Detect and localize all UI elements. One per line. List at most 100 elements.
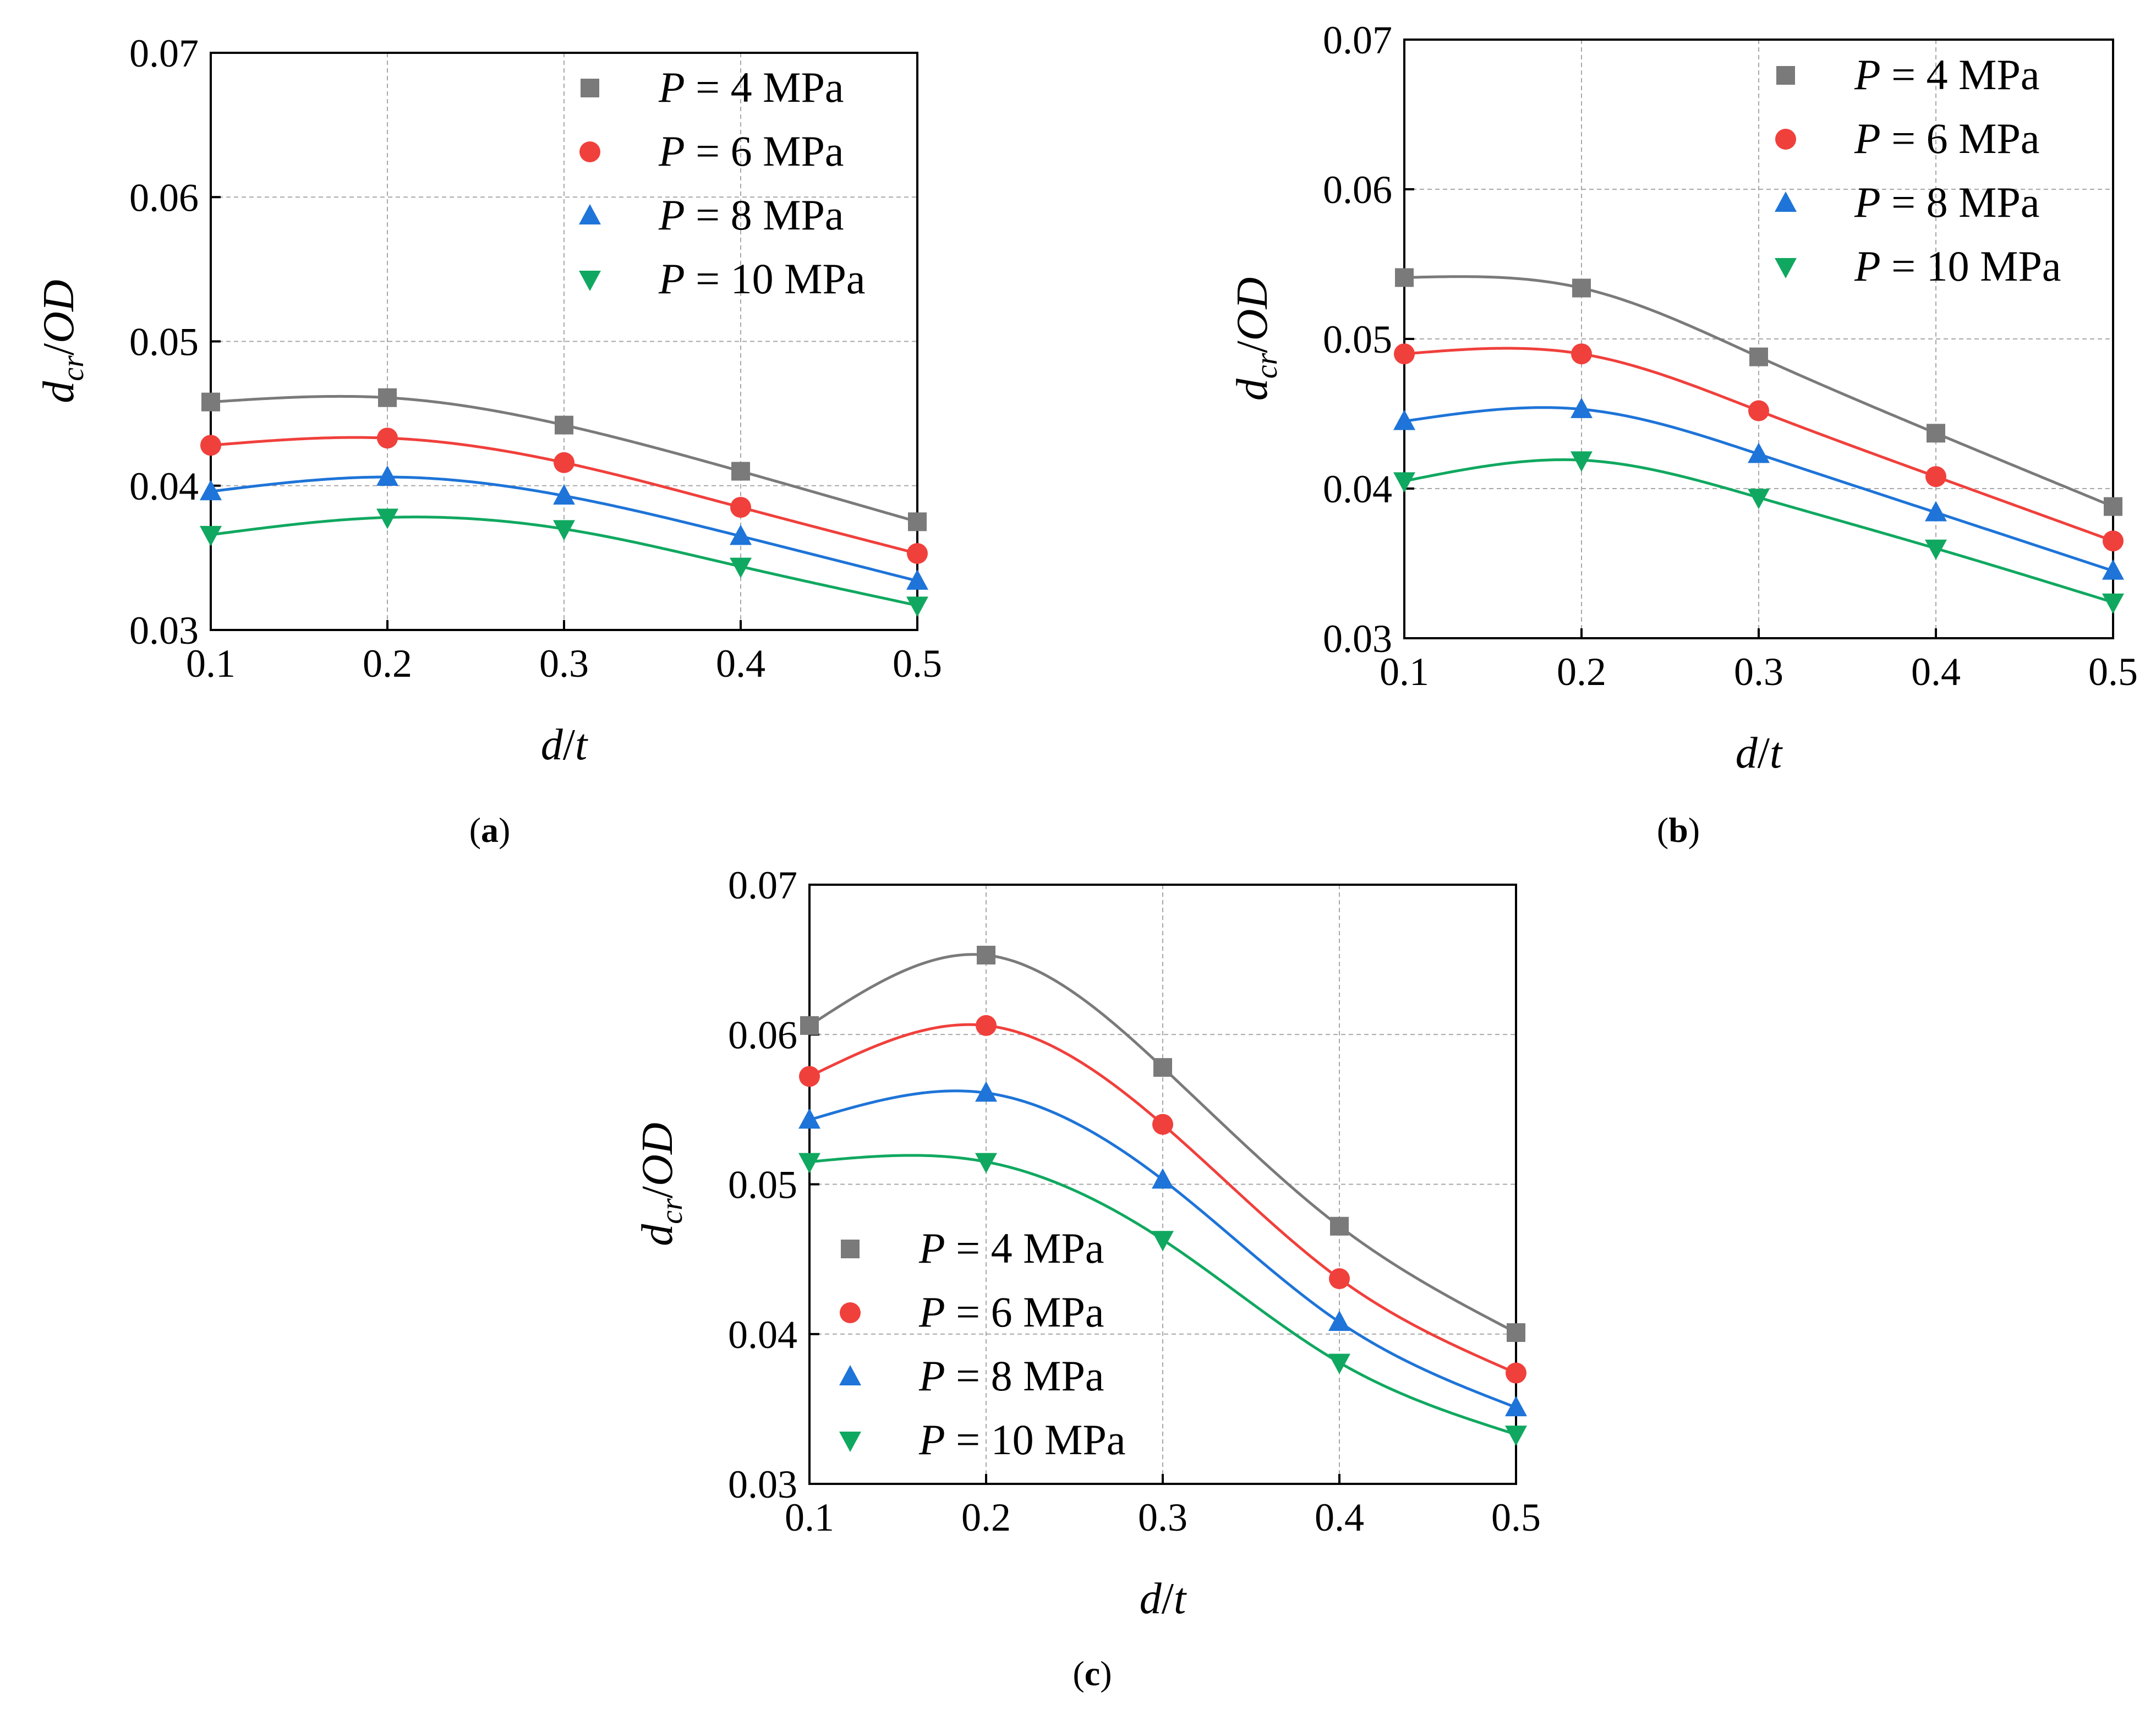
legend-label-rest: = 10 MPa	[945, 1416, 1126, 1464]
data-point	[1927, 424, 1945, 443]
legend-marker	[1775, 258, 1797, 278]
legend-label-var: P	[918, 1416, 945, 1464]
legend-label-var: P	[658, 127, 685, 175]
legend-marker	[579, 141, 600, 162]
y-tick-label: 0.04	[129, 464, 199, 508]
y-axis-label-slash: /	[35, 343, 83, 355]
y-tick-label: 0.04	[1323, 467, 1392, 511]
y-tick-label: 0.06	[1323, 168, 1392, 212]
legend-label: P = 6 MPa	[918, 1288, 1104, 1336]
chart-panel-1: 0.1 0.2 0.3 0.4 0.50.030.040.050.060.07d/tdc…	[35, 31, 942, 769]
data-point	[200, 480, 222, 501]
y-axis-label-sub: cr	[1250, 353, 1284, 379]
data-point	[2102, 559, 2124, 580]
y-axis-label-den: OD	[633, 1122, 682, 1186]
data-point	[2104, 497, 2122, 516]
legend-marker	[840, 1302, 861, 1323]
data-point	[1925, 501, 1947, 522]
legend-label-rest: = 8 MPa	[945, 1352, 1104, 1400]
legend-label-rest: = 4 MPa	[945, 1224, 1104, 1272]
series-4	[1393, 451, 2124, 614]
data-point	[1330, 1216, 1349, 1236]
y-axis-label-main: d	[1228, 378, 1277, 401]
y-axis-label: dcr/OD	[633, 1122, 689, 1246]
x-tick-label: 0.2	[961, 1495, 1011, 1539]
data-point	[906, 569, 928, 590]
data-point	[1748, 489, 1770, 509]
data-point	[1153, 1058, 1172, 1077]
panel-label: (a)	[469, 810, 511, 849]
y-tick-label: 0.05	[1323, 317, 1392, 361]
data-point	[1329, 1268, 1350, 1290]
y-axis-label-den: OD	[35, 279, 83, 343]
data-point	[1328, 1353, 1350, 1374]
data-point	[200, 525, 222, 546]
x-tick-label: 0.5	[1491, 1495, 1541, 1539]
data-point	[1571, 343, 1592, 365]
data-point	[731, 462, 750, 481]
data-point	[906, 596, 928, 617]
panel-label-open: (	[1657, 810, 1668, 849]
data-point	[907, 543, 928, 564]
x-axis-label-num: d	[1736, 729, 1758, 777]
data-point	[976, 1015, 997, 1036]
x-tick-label: 0.4	[716, 642, 765, 686]
legend-marker	[579, 204, 601, 224]
legend-label: P = 10 MPa	[918, 1416, 1126, 1464]
legend-label-rest: = 6 MPa	[685, 127, 844, 175]
series-2	[200, 428, 928, 564]
data-point	[1505, 1396, 1527, 1417]
data-point	[554, 452, 574, 473]
legend-label: P = 8 MPa	[918, 1352, 1104, 1400]
data-point	[2102, 593, 2124, 614]
y-tick-label: 0.03	[1323, 617, 1392, 661]
y-axis-label: dcr/OD	[1228, 277, 1284, 401]
data-point	[1395, 268, 1414, 287]
x-axis-label-den: t	[575, 721, 588, 769]
legend-label-rest: = 8 MPa	[685, 191, 844, 239]
data-point	[799, 1066, 820, 1087]
legend-label-rest: = 8 MPa	[1881, 178, 2040, 226]
data-point	[1505, 1426, 1527, 1446]
x-axis-label-slash: /	[1162, 1575, 1174, 1623]
legend-label-rest: = 4 MPa	[1881, 51, 2040, 98]
panel-label-close: )	[1100, 1654, 1112, 1693]
x-tick-label: 0.3	[1734, 650, 1783, 694]
data-point	[555, 415, 573, 435]
legend-label-rest: = 6 MPa	[945, 1288, 1104, 1336]
legend-label: P = 10 MPa	[1854, 242, 2061, 290]
data-point	[2103, 530, 2124, 552]
legend-marker	[839, 1432, 861, 1452]
y-tick-label: 0.03	[129, 609, 199, 653]
x-tick-label: 0.3	[539, 642, 589, 686]
legend-label-rest: = 10 MPa	[685, 255, 866, 303]
data-point	[1748, 400, 1769, 421]
data-point	[730, 524, 752, 545]
data-point	[1748, 442, 1770, 463]
series-1	[800, 945, 1525, 1342]
y-tick-label: 0.07	[1323, 18, 1392, 62]
data-point	[1925, 539, 1947, 560]
x-axis-label: d/t	[1140, 1575, 1187, 1623]
data-point	[798, 1108, 820, 1129]
panel-label-letter: c	[1085, 1654, 1100, 1693]
x-axis-label-slash: /	[1758, 729, 1770, 777]
x-axis-label: d/t	[541, 721, 588, 769]
x-tick-label: 0.2	[1557, 650, 1606, 694]
y-axis-label-sub: cr	[655, 1198, 689, 1224]
y-tick-label: 0.06	[129, 176, 199, 220]
data-point	[1571, 451, 1593, 472]
series-3	[1393, 397, 2124, 580]
x-tick-label: 0.3	[1138, 1495, 1188, 1539]
panel-label-close: )	[499, 810, 510, 849]
series-1	[201, 388, 927, 531]
legend-label-var: P	[918, 1288, 945, 1336]
legend-label-var: P	[658, 191, 685, 239]
legend-label-rest: = 6 MPa	[1881, 114, 2040, 162]
data-point	[553, 484, 575, 505]
panel-label: (c)	[1072, 1654, 1112, 1693]
legend-label: P = 4 MPa	[918, 1224, 1104, 1272]
legend-marker	[839, 1365, 861, 1385]
data-point	[730, 497, 751, 518]
